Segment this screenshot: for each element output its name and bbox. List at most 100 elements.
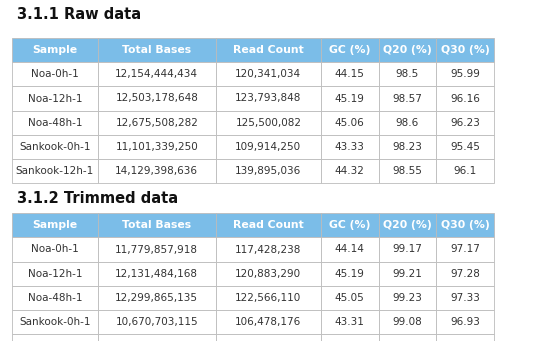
Bar: [379, 159, 436, 183]
Text: Noa-0h-1: Noa-0h-1: [31, 244, 79, 254]
Bar: [379, 38, 436, 62]
Text: Sankook-0h-1: Sankook-0h-1: [19, 317, 90, 327]
Text: Q30 (%): Q30 (%): [441, 45, 490, 55]
Bar: [436, 262, 494, 286]
Bar: [321, 262, 379, 286]
Text: 98.55: 98.55: [392, 166, 423, 176]
Bar: [216, 38, 321, 62]
Bar: [98, 159, 216, 183]
Bar: [12, 38, 98, 62]
Text: Sample: Sample: [33, 45, 77, 55]
Bar: [12, 334, 98, 341]
Bar: [12, 237, 98, 262]
Bar: [98, 86, 216, 110]
Bar: [98, 237, 216, 262]
Text: 12,131,484,168: 12,131,484,168: [115, 269, 198, 279]
Bar: [436, 159, 494, 183]
Text: 106,478,176: 106,478,176: [235, 317, 301, 327]
Bar: [12, 86, 98, 110]
Bar: [436, 310, 494, 334]
Text: 96.1: 96.1: [453, 166, 477, 176]
Bar: [98, 110, 216, 135]
Text: Noa-48h-1: Noa-48h-1: [28, 293, 82, 303]
Bar: [436, 237, 494, 262]
Text: 45.05: 45.05: [335, 293, 364, 303]
Text: Noa-48h-1: Noa-48h-1: [28, 118, 82, 128]
Text: 97.33: 97.33: [450, 293, 480, 303]
Bar: [379, 86, 436, 110]
Text: 96.16: 96.16: [450, 93, 480, 104]
Text: 44.14: 44.14: [334, 244, 365, 254]
Bar: [12, 213, 98, 237]
Bar: [436, 334, 494, 341]
Text: GC (%): GC (%): [329, 220, 370, 230]
Text: 125,500,082: 125,500,082: [235, 118, 301, 128]
Bar: [12, 110, 98, 135]
Text: 3.1.2 Trimmed data: 3.1.2 Trimmed data: [17, 191, 178, 206]
Text: 99.17: 99.17: [392, 244, 423, 254]
Bar: [321, 310, 379, 334]
Bar: [436, 62, 494, 86]
Bar: [321, 237, 379, 262]
Bar: [12, 135, 98, 159]
Bar: [379, 213, 436, 237]
Bar: [12, 286, 98, 310]
Text: Q20 (%): Q20 (%): [383, 220, 432, 230]
Text: Noa-0h-1: Noa-0h-1: [31, 69, 79, 79]
Bar: [216, 334, 321, 341]
Text: 95.99: 95.99: [450, 69, 480, 79]
Text: 97.28: 97.28: [450, 269, 480, 279]
Bar: [216, 262, 321, 286]
Text: 44.32: 44.32: [334, 166, 365, 176]
Bar: [12, 159, 98, 183]
Bar: [98, 310, 216, 334]
Bar: [379, 110, 436, 135]
Bar: [379, 286, 436, 310]
Text: 12,503,178,648: 12,503,178,648: [115, 93, 198, 104]
Text: 98.23: 98.23: [392, 142, 423, 152]
Bar: [436, 110, 494, 135]
Text: 11,101,339,250: 11,101,339,250: [115, 142, 198, 152]
Text: 99.08: 99.08: [393, 317, 422, 327]
Text: 11,779,857,918: 11,779,857,918: [115, 244, 198, 254]
Text: 122,566,110: 122,566,110: [235, 293, 301, 303]
Bar: [216, 62, 321, 86]
Text: Read Count: Read Count: [233, 220, 304, 230]
Bar: [321, 135, 379, 159]
Text: 96.93: 96.93: [450, 317, 480, 327]
Bar: [216, 237, 321, 262]
Bar: [216, 110, 321, 135]
Bar: [98, 334, 216, 341]
Text: 109,914,250: 109,914,250: [235, 142, 301, 152]
Text: 99.21: 99.21: [392, 269, 423, 279]
Text: 120,883,290: 120,883,290: [235, 269, 301, 279]
Bar: [98, 286, 216, 310]
Bar: [321, 159, 379, 183]
Bar: [216, 135, 321, 159]
Bar: [216, 86, 321, 110]
Bar: [321, 110, 379, 135]
Text: 98.5: 98.5: [396, 69, 419, 79]
Bar: [436, 86, 494, 110]
Bar: [321, 334, 379, 341]
Text: 14,129,398,636: 14,129,398,636: [115, 166, 198, 176]
Bar: [436, 286, 494, 310]
Bar: [436, 38, 494, 62]
Bar: [98, 62, 216, 86]
Bar: [436, 213, 494, 237]
Bar: [379, 237, 436, 262]
Text: 10,670,703,115: 10,670,703,115: [116, 317, 198, 327]
Text: 45.06: 45.06: [335, 118, 364, 128]
Text: Sankook-0h-1: Sankook-0h-1: [19, 142, 90, 152]
Bar: [321, 213, 379, 237]
Bar: [216, 159, 321, 183]
Bar: [216, 310, 321, 334]
Text: 44.15: 44.15: [334, 69, 365, 79]
Text: 97.17: 97.17: [450, 244, 480, 254]
Text: 96.23: 96.23: [450, 118, 480, 128]
Bar: [321, 62, 379, 86]
Text: Q20 (%): Q20 (%): [383, 45, 432, 55]
Bar: [216, 213, 321, 237]
Text: 95.45: 95.45: [450, 142, 480, 152]
Text: 12,154,444,434: 12,154,444,434: [115, 69, 198, 79]
